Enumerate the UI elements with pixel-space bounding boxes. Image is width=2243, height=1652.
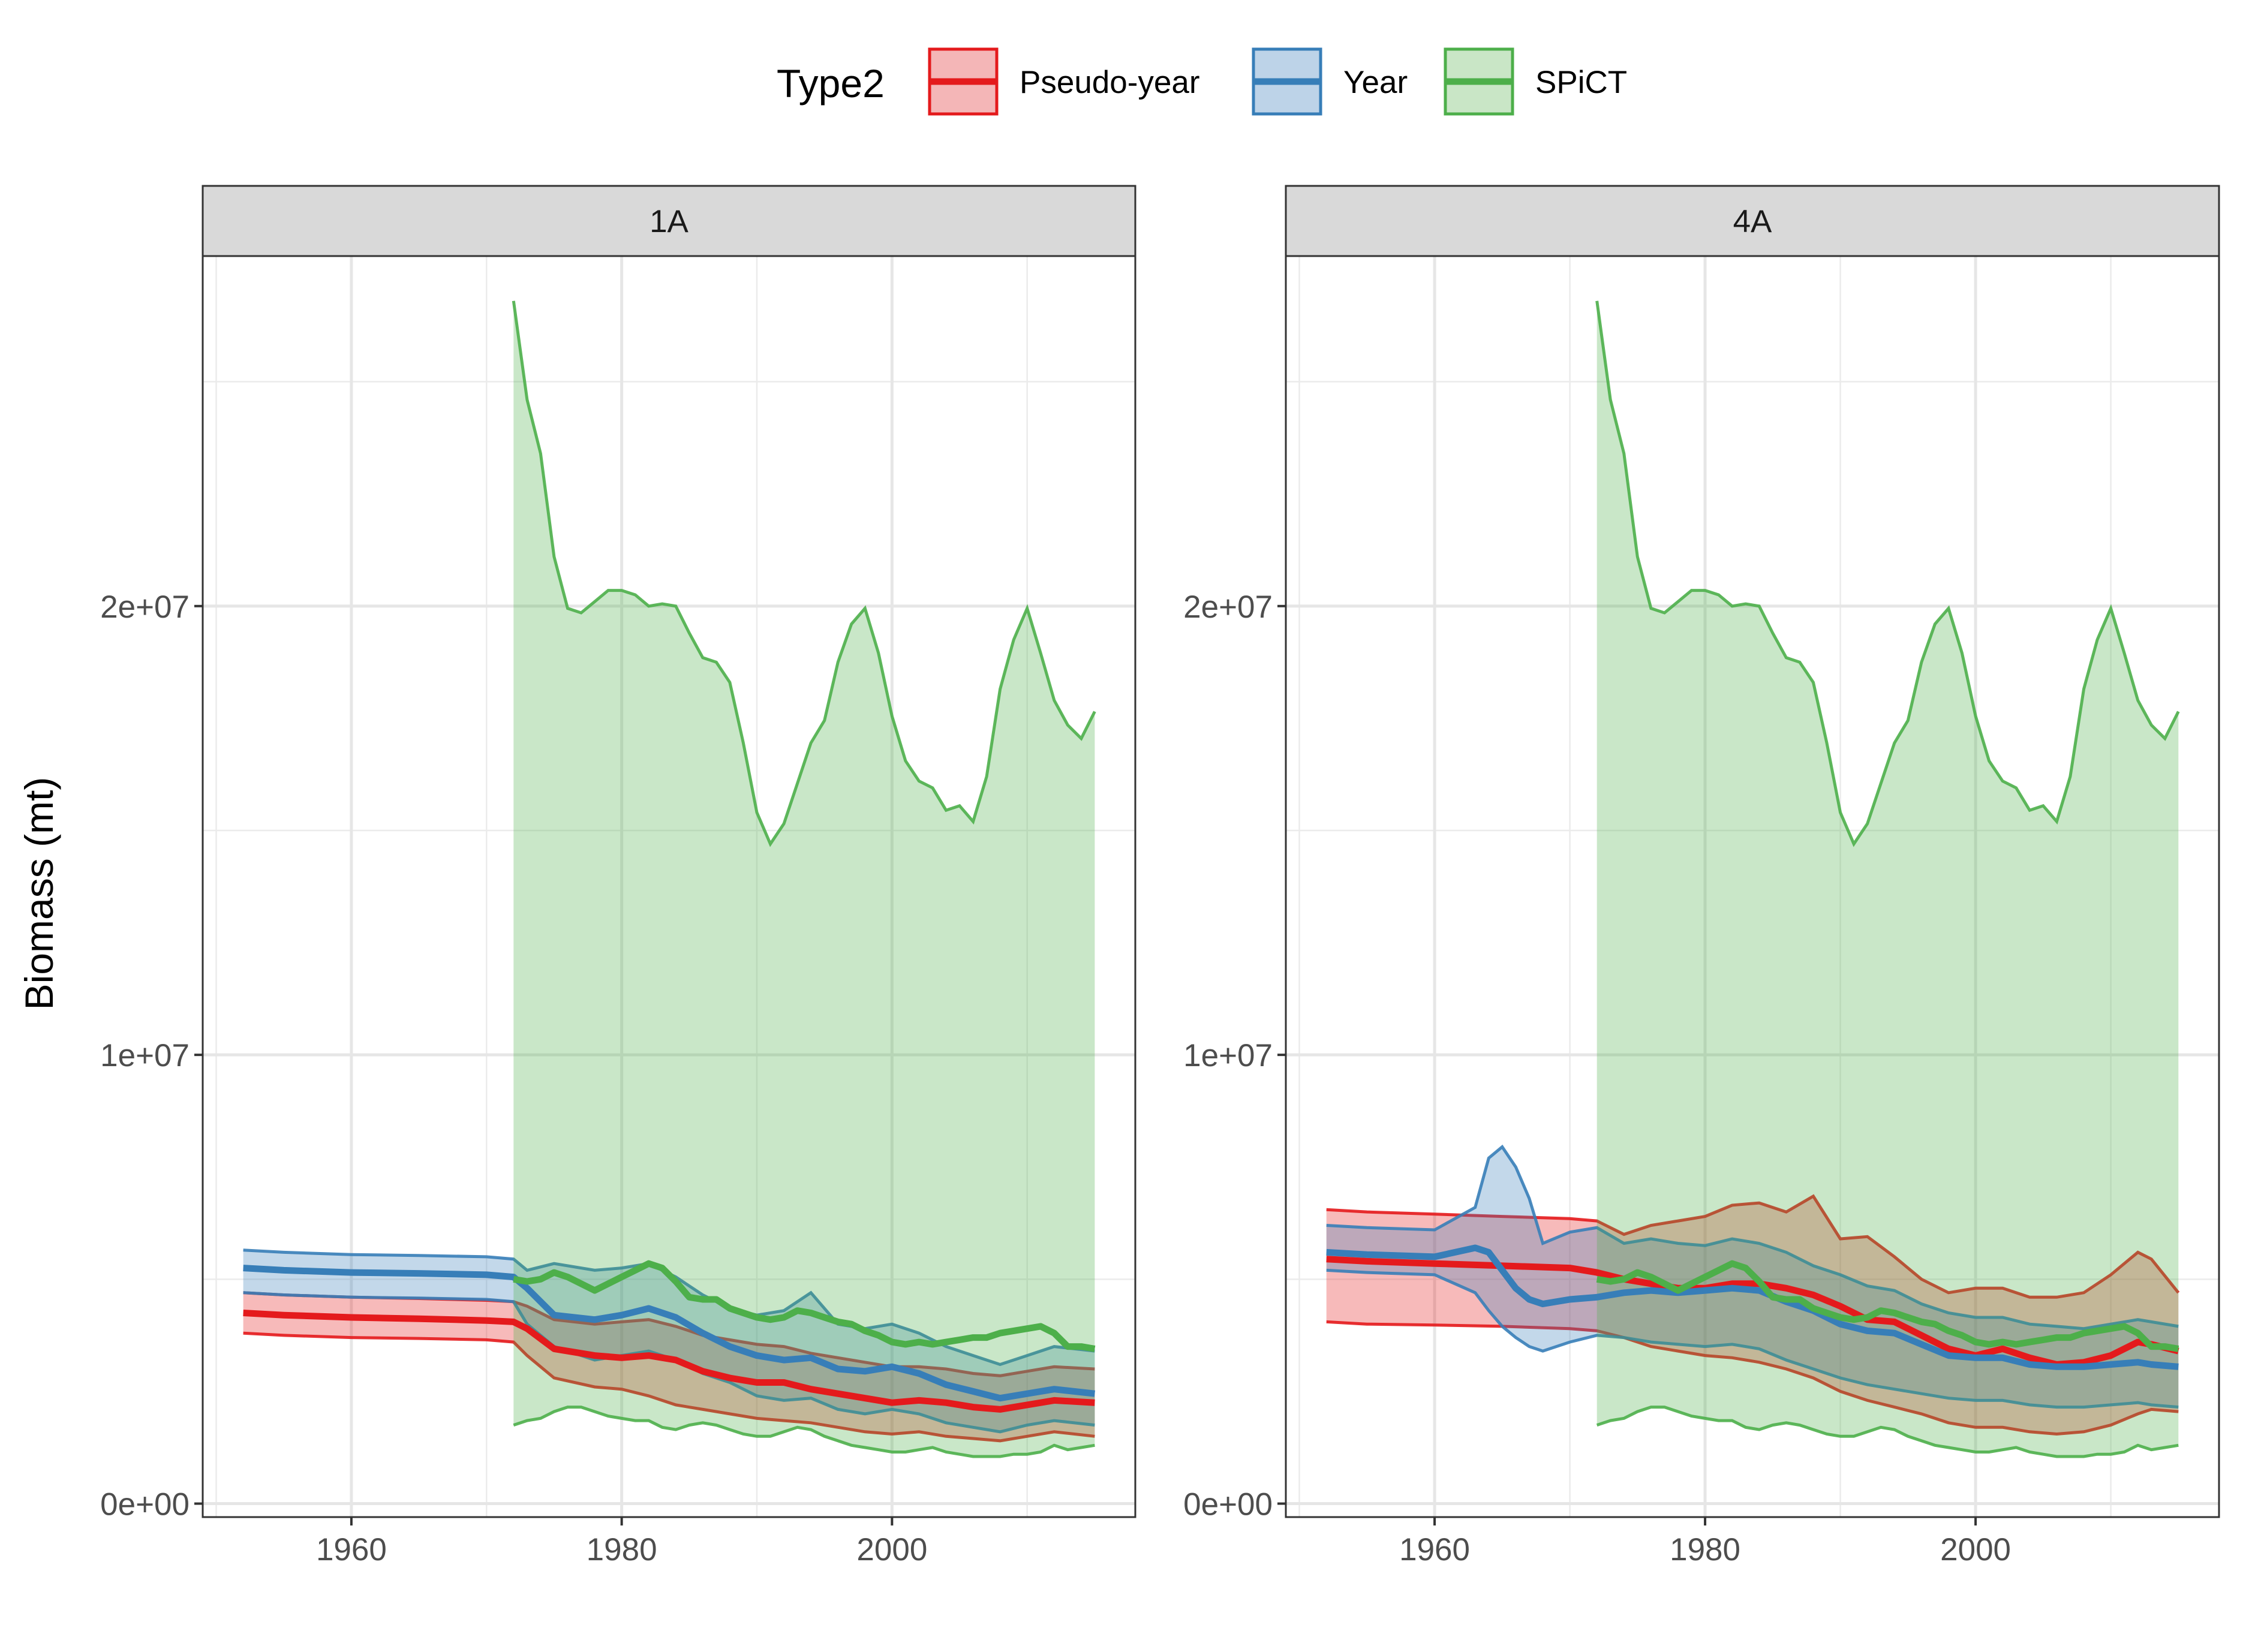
panel-4a: 4A 1960 1980 2000 0e+00 1e+07 2e+07: [1183, 185, 2220, 1567]
ribbon-year: [243, 1250, 1095, 1432]
panel-1a: 1A 1960 1980 2000 0e+00 1e+07 2e+07: [100, 185, 1136, 1567]
upper-bound-pseudo-year: [1326, 1194, 2180, 1299]
strip-background: [1285, 185, 2220, 257]
mean-line-spict: [1596, 1260, 2179, 1352]
lower-bound-pseudo-year: [1326, 1320, 2179, 1436]
x-tick-label: 1960: [1399, 1532, 1470, 1567]
x-tick-label: 2000: [1940, 1532, 2011, 1567]
y-tick-label: 1e+07: [100, 1038, 190, 1073]
data-layer: [1326, 300, 2180, 1458]
mean-line-pseudo-year: [1326, 1256, 2179, 1368]
y-tick-label: 0e+00: [100, 1487, 190, 1522]
x-tick-label: 1960: [316, 1532, 387, 1567]
strip-label: 1A: [650, 204, 688, 239]
ribbon-spict: [513, 300, 1095, 1457]
y-tick-label: 1e+07: [1183, 1038, 1273, 1073]
x-tick-label: 2000: [856, 1532, 927, 1567]
upper-bound-spict: [1595, 300, 2180, 847]
lower-bound-pseudo-year: [243, 1331, 1095, 1443]
plot-background: [203, 256, 1135, 1517]
strip-label: 4A: [1733, 204, 1772, 239]
legend-item-spict: SPiCT: [1444, 47, 1627, 116]
mean-line-pseudo-year: [243, 1310, 1095, 1413]
mean-line-year: [243, 1265, 1096, 1402]
mean-line-spict: [513, 1260, 1096, 1352]
mean-line-year: [1326, 1244, 2179, 1370]
legend-label-year: Year: [1343, 65, 1408, 100]
lower-bound-year: [243, 1291, 1095, 1434]
upper-bound-year: [1326, 1144, 2179, 1331]
ribbon-spict: [1596, 300, 2179, 1457]
plot-background: [1286, 256, 2219, 1517]
panels: 1A 1960 1980 2000 0e+00 1e+07 2e+07 4A 1960 1980 2…: [100, 185, 2220, 1567]
ribbon-pseudo-year: [1326, 1196, 2179, 1434]
y-axis-title: Biomass (mt): [17, 777, 61, 1010]
legend-label-pseudo-year: Pseudo-year: [1020, 65, 1200, 100]
lower-bound-spict: [1596, 1406, 2179, 1458]
legend-title: Type2: [777, 61, 885, 106]
upper-bound-spict: [512, 300, 1096, 847]
x-tick-label: 1980: [1670, 1532, 1740, 1567]
y-tick-label: 2e+07: [1183, 589, 1273, 625]
lower-bound-year: [1326, 1268, 2179, 1409]
y-tick-label: 2e+07: [100, 589, 190, 625]
strip-background: [202, 185, 1136, 257]
legend: Type2 Pseudo-year Year SPiCT: [777, 47, 1627, 116]
legend-item-year: Year: [1252, 47, 1408, 116]
x-tick-label: 1980: [587, 1532, 657, 1567]
lower-bound-spict: [513, 1406, 1095, 1458]
legend-item-pseudo-year: Pseudo-year: [928, 47, 1200, 116]
data-layer: [243, 300, 1096, 1458]
y-tick-label: 0e+00: [1183, 1487, 1273, 1522]
legend-label-spict: SPiCT: [1535, 65, 1627, 100]
